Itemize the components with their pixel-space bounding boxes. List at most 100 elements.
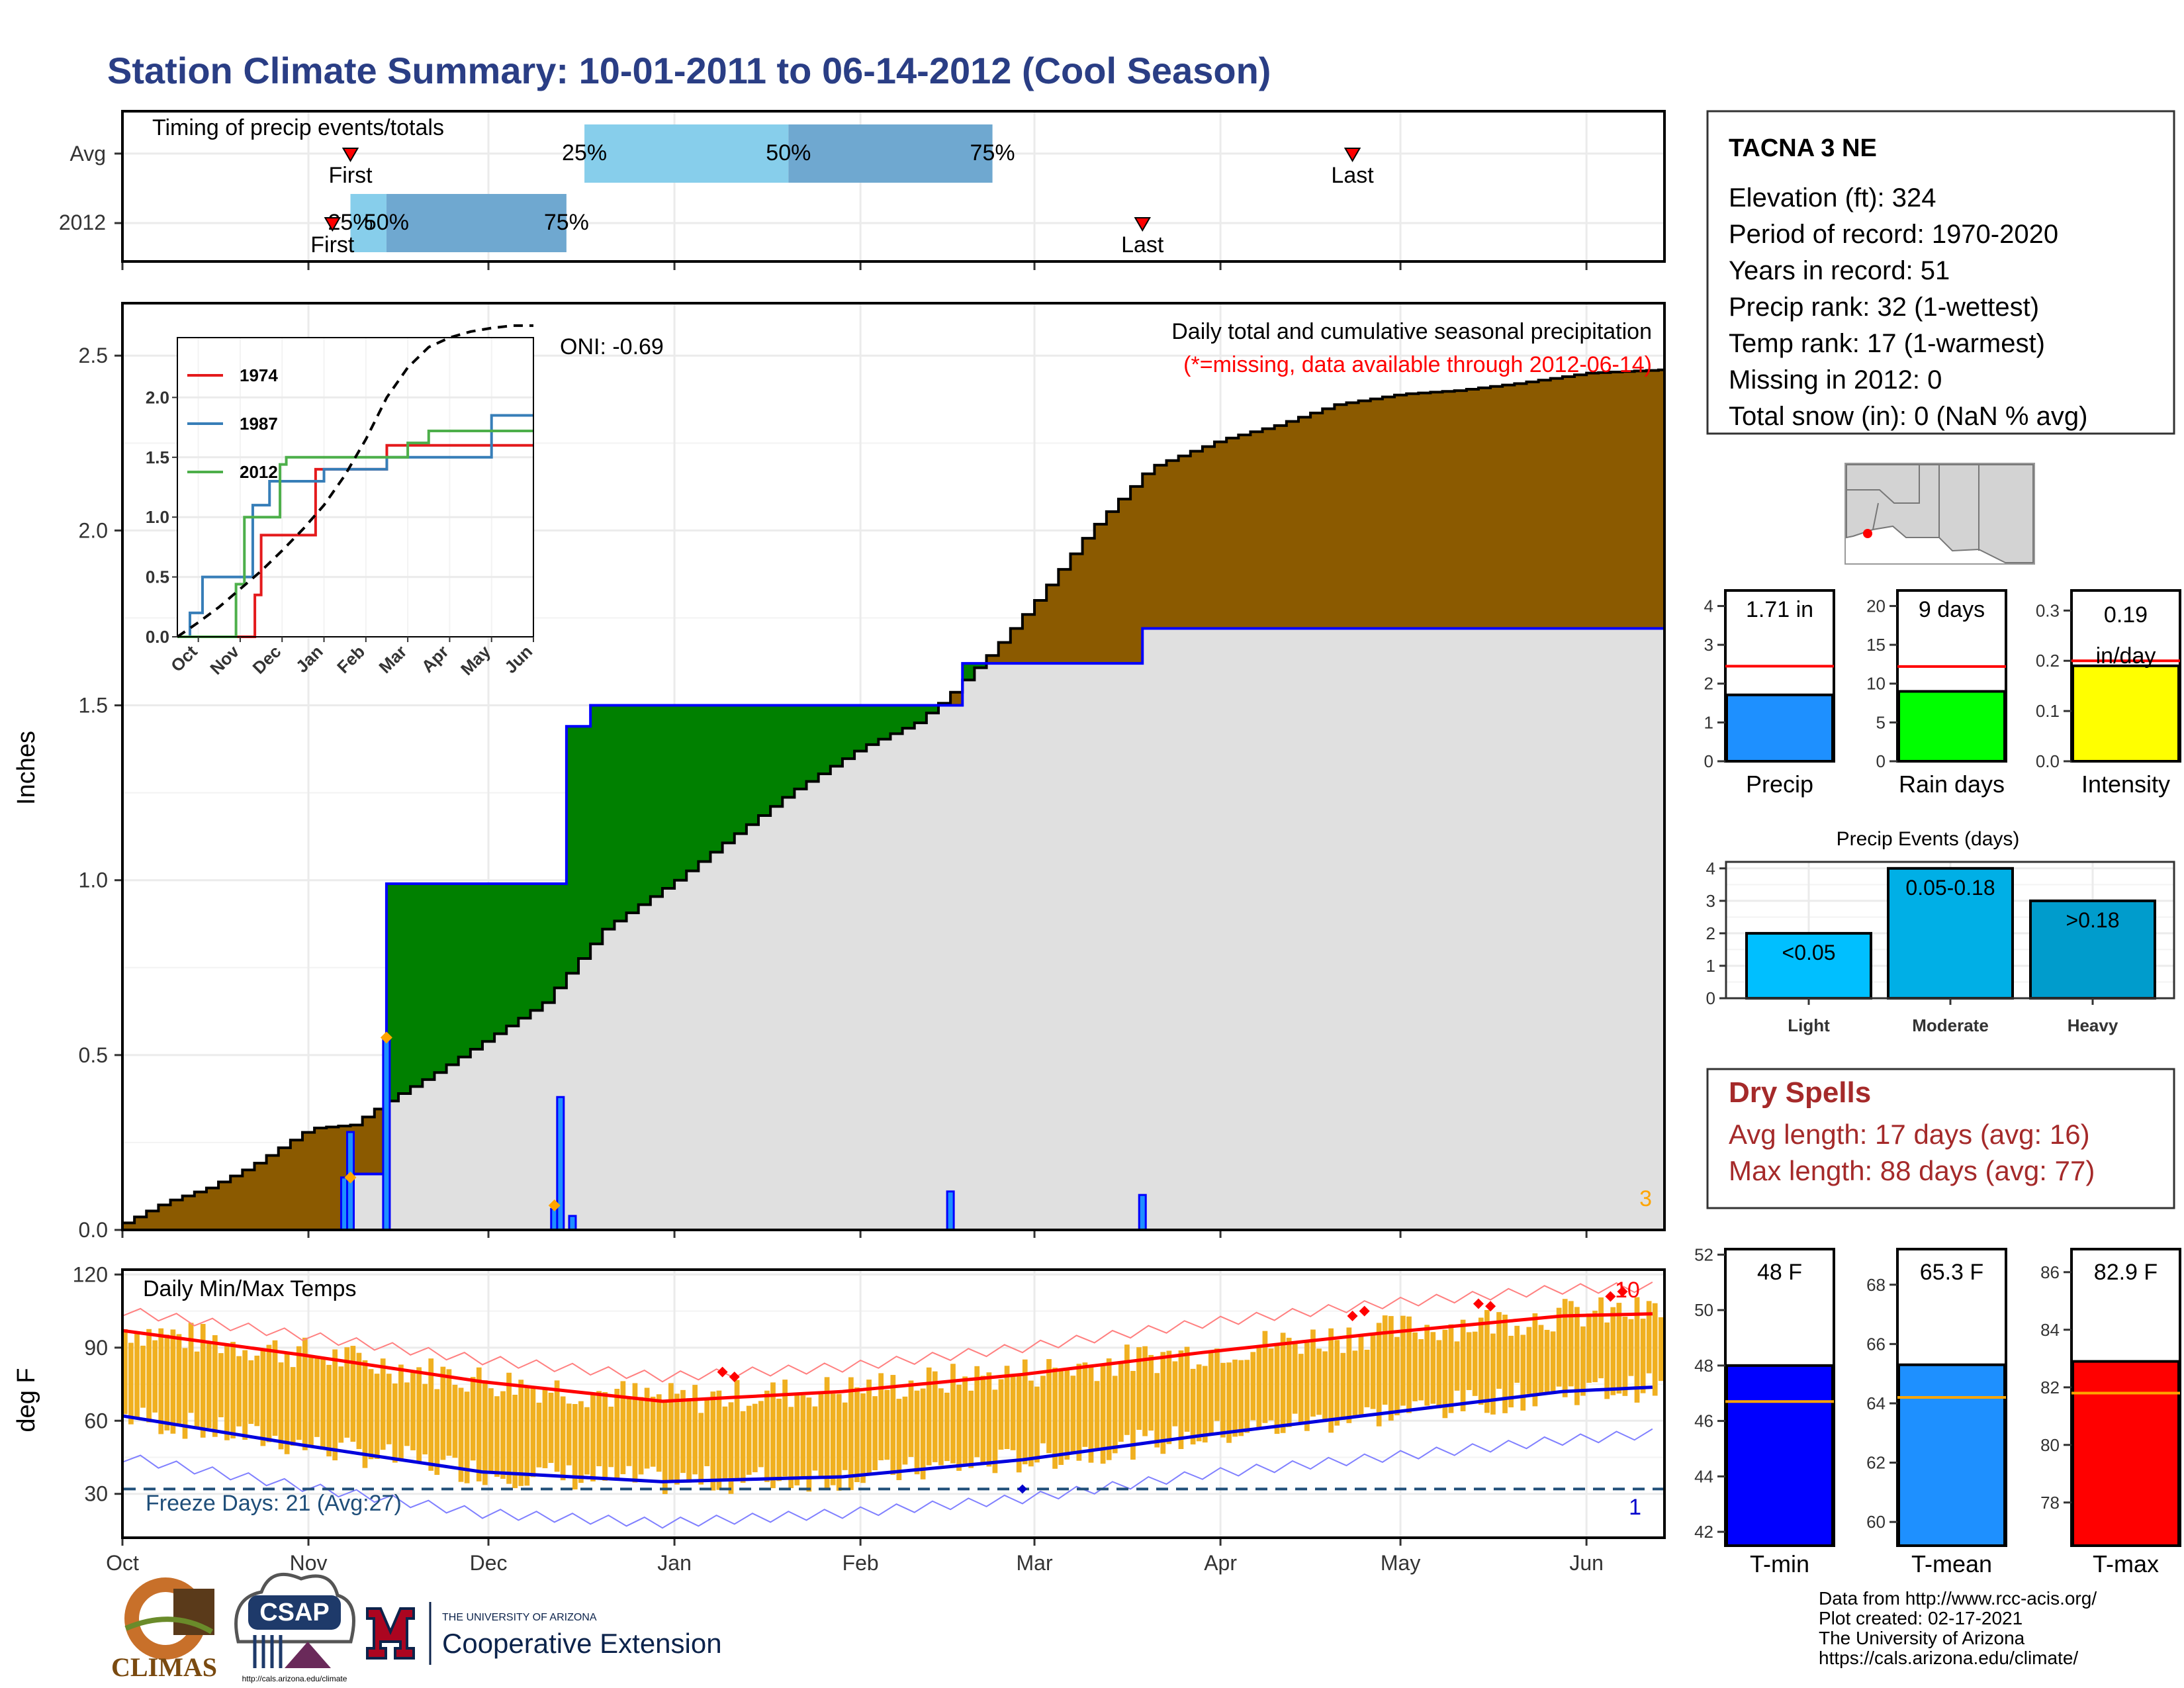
precip-events-chart: Precip Events (days) <0.05 Light 0.05-0.18… bbox=[1706, 828, 2175, 1035]
inset-ytick-label: 0.5 bbox=[146, 567, 169, 587]
daily-temp-bar bbox=[1316, 1348, 1322, 1415]
timing-frame bbox=[121, 110, 1666, 263]
daily-temp-bar bbox=[794, 1393, 800, 1485]
gauge-ytick-label: 86 bbox=[2040, 1262, 2060, 1282]
gauge-ytick-label: 66 bbox=[1866, 1334, 1886, 1354]
daily-temp-bar bbox=[836, 1393, 842, 1491]
gauge-intensity: 0.0 0.1 0.2 0.3 0.19 in/day Intensity bbox=[2036, 589, 2181, 798]
daily-temp-bar bbox=[554, 1380, 560, 1472]
daily-temp-bar bbox=[506, 1372, 512, 1484]
dry-spells-box: Dry Spells Avg length: 17 days (avg: 16)… bbox=[1706, 1068, 2175, 1209]
daily-temp-bar bbox=[494, 1396, 500, 1477]
precip-ytick-label: 1.0 bbox=[79, 868, 108, 892]
daily-temp-bar bbox=[548, 1392, 554, 1463]
events-ytick-label: 4 bbox=[1706, 859, 1715, 878]
daily-temp-bar bbox=[260, 1348, 266, 1446]
temp-ytick-label: 90 bbox=[84, 1336, 108, 1360]
daily-temp-bar bbox=[1424, 1325, 1430, 1406]
missing-data-marker bbox=[548, 1199, 561, 1212]
daily-temp-bar bbox=[140, 1345, 146, 1408]
record-high-marker bbox=[1485, 1301, 1496, 1312]
daily-temp-bar bbox=[950, 1364, 956, 1464]
daily-temp-bar bbox=[1394, 1336, 1400, 1416]
daily-temp-bar bbox=[164, 1335, 170, 1430]
daily-temp-bar bbox=[314, 1357, 320, 1437]
daily-temp-bar bbox=[1148, 1354, 1154, 1431]
daily-temp-bar bbox=[1100, 1364, 1106, 1464]
daily-temp-bar bbox=[626, 1397, 632, 1466]
daily-temp-bar bbox=[734, 1380, 740, 1479]
inset-ytick-label: 1.5 bbox=[146, 447, 169, 467]
daily-temp-bar bbox=[902, 1396, 908, 1465]
daily-temp-bar bbox=[602, 1391, 608, 1481]
record-high-marker bbox=[1617, 1286, 1628, 1297]
dry-spells-max: Max length: 88 days (avg: 77) bbox=[1729, 1155, 2095, 1186]
daily-temp-bar bbox=[1094, 1381, 1100, 1451]
temp-ytick-label: 30 bbox=[84, 1482, 108, 1506]
daily-temp-bar bbox=[206, 1342, 212, 1429]
daily-temp-bar bbox=[650, 1396, 656, 1467]
daily-temp-bar bbox=[1118, 1363, 1124, 1442]
daily-temp-bar bbox=[1616, 1303, 1622, 1394]
daily-temp-bar bbox=[302, 1337, 308, 1450]
cumulative-2012-line bbox=[122, 627, 1664, 1231]
daily-temp-bar bbox=[848, 1377, 854, 1490]
avg-max-line bbox=[122, 1312, 1653, 1403]
daily-temp-bar bbox=[728, 1402, 734, 1494]
daily-temp-bar bbox=[1658, 1317, 1664, 1382]
temp-frame bbox=[121, 1268, 1666, 1539]
daily-temp-bar bbox=[1382, 1315, 1388, 1405]
daily-temp-bar bbox=[926, 1367, 932, 1466]
daily-temp-bar bbox=[1448, 1324, 1454, 1413]
daily-temp-bar bbox=[1514, 1325, 1520, 1383]
daily-temp-bar bbox=[908, 1380, 914, 1457]
timing-first-label: First bbox=[328, 163, 373, 188]
daily-temp-bar bbox=[218, 1353, 224, 1418]
gauge-name-label: Intensity bbox=[2081, 771, 2170, 798]
gauge-value-label: 82.9 F bbox=[2094, 1260, 2158, 1285]
ua-small-text: THE UNIVERSITY OF ARIZONA bbox=[442, 1612, 597, 1623]
daily-temp-bar bbox=[1502, 1315, 1508, 1413]
daily-temp-bar bbox=[344, 1347, 350, 1438]
daily-precip-bar bbox=[556, 1096, 565, 1231]
daily-temp-bar bbox=[170, 1329, 176, 1434]
month-label: Mar bbox=[1016, 1551, 1052, 1575]
daily-temp-bar bbox=[338, 1366, 344, 1443]
event-bar-moderate bbox=[1887, 867, 2014, 1000]
daily-temp-bar bbox=[1652, 1303, 1658, 1396]
precip-ytick-label: 1.5 bbox=[79, 694, 108, 718]
daily-temp-bar bbox=[1376, 1323, 1382, 1427]
missing-data-marker bbox=[380, 1031, 392, 1044]
daily-temp-bar bbox=[764, 1390, 770, 1482]
daily-temp-bar bbox=[788, 1407, 794, 1489]
daily-temp-bar bbox=[146, 1329, 152, 1423]
temperature-gauges: 42 44 46 48 50 52 48 F T-min 60 62 64 66 68 65.3 F T-m… bbox=[1694, 1244, 2181, 1577]
daily-temp-bar bbox=[806, 1397, 812, 1492]
timing-last-marker bbox=[1134, 217, 1151, 232]
daily-temp-bar bbox=[1580, 1326, 1586, 1396]
daily-temp-bar bbox=[1352, 1350, 1358, 1417]
daily-precip-bar bbox=[1138, 1194, 1147, 1231]
gauge-value-bar bbox=[2071, 1360, 2180, 1548]
daily-temp-bar bbox=[1184, 1346, 1190, 1432]
daily-temp-bar bbox=[1082, 1362, 1088, 1447]
inset-legend-label: 1974 bbox=[240, 365, 278, 385]
daily-temp-bar bbox=[740, 1411, 746, 1483]
daily-temp-bar bbox=[758, 1401, 764, 1468]
daily-temp-bar bbox=[1586, 1313, 1592, 1383]
daily-temp-bar bbox=[530, 1385, 536, 1477]
gauge-t-mean: 60 62 64 66 68 65.3 F T-mean bbox=[1866, 1248, 2007, 1577]
daily-temp-bar bbox=[584, 1407, 590, 1475]
daily-precip-bar bbox=[382, 1036, 391, 1231]
daily-temp-bar bbox=[1088, 1365, 1094, 1463]
daily-temp-bar bbox=[1346, 1327, 1352, 1423]
daily-temp-bar bbox=[158, 1328, 164, 1434]
daily-temp-bar bbox=[632, 1383, 638, 1483]
daily-temp-bar bbox=[356, 1352, 362, 1450]
daily-temp-bar bbox=[782, 1380, 788, 1477]
daily-temp-bar bbox=[1262, 1331, 1268, 1423]
daily-temp-bar bbox=[1574, 1307, 1580, 1405]
daily-temp-bar bbox=[1136, 1347, 1142, 1430]
gauge-ytick-label: 0.2 bbox=[2036, 651, 2060, 671]
